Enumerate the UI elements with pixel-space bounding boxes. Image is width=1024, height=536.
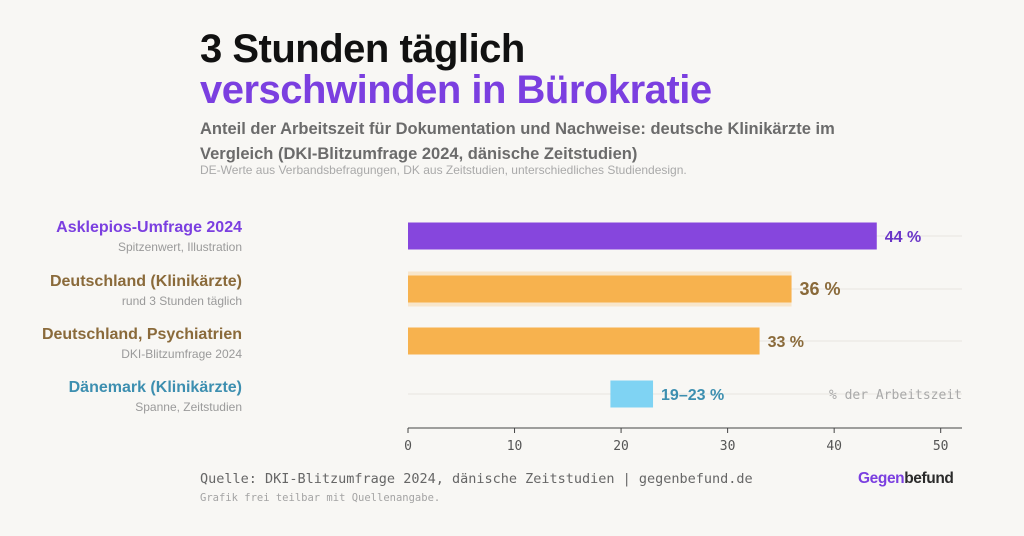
row-label-main: Deutschland (Klinikärzte) — [49, 273, 242, 290]
bar — [610, 380, 654, 408]
x-tick-label: 50 — [933, 439, 949, 454]
x-tick-label: 30 — [720, 439, 736, 454]
row-label-asklepios: Asklepios-Umfrage 2024 Spitzenwert, Illu… — [56, 218, 242, 256]
row-label-sub: DKI-Blitzumfrage 2024 — [121, 347, 242, 361]
chart-subtitle: Anteil der Arbeitszeit für Dokumentation… — [200, 120, 835, 163]
bar — [408, 327, 760, 355]
brand-part2: befund — [904, 470, 954, 487]
brand-part1: Gegen — [858, 470, 905, 487]
bar — [408, 275, 792, 303]
x-tick-label: 20 — [613, 439, 629, 454]
x-tick-label: 40 — [826, 439, 842, 454]
chart-note: DE-Werte aus Verbandsbefragungen, DK aus… — [200, 163, 687, 177]
x-tick-label: 0 — [404, 439, 412, 454]
row-label-sub: rund 3 Stunden täglich — [121, 294, 242, 308]
row-label-deutschland: Deutschland (Klinikärzte) rund 3 Stunden… — [50, 272, 242, 310]
bar-value-label: 44 % — [885, 229, 921, 246]
row-label-sub: Spanne, Zeitstudien — [135, 400, 242, 414]
row-label-main: Asklepios-Umfrage 2024 — [56, 219, 242, 236]
bar-value-label: 19–23 % — [661, 387, 724, 404]
row-label-sub: Spitzenwert, Illustration — [117, 240, 242, 254]
source-text: Quelle: DKI-Blitzumfrage 2024, dänische … — [200, 471, 753, 487]
row-label-daenemark: Dänemark (Klinikärzte) Spanne, Zeitstudi… — [69, 378, 242, 416]
chart-title-line2: verschwinden in Bürokratie — [200, 68, 712, 112]
row-label-main: Dänemark (Klinikärzte) — [68, 379, 242, 396]
chart-title-line1: 3 Stunden täglich — [200, 27, 525, 71]
bar-value-label: 33 % — [768, 334, 804, 351]
bar-value-label: 36 % — [800, 279, 841, 299]
share-note: Grafik frei teilbar mit Quellenangabe. — [200, 492, 441, 504]
axis-note: % der Arbeitszeit — [829, 388, 962, 403]
x-tick-label: 10 — [507, 439, 523, 454]
bar — [408, 222, 877, 250]
brand-logo: Gegenbefund — [858, 470, 954, 488]
row-label-main: Deutschland, Psychiatrien — [41, 326, 242, 343]
row-label-psychiatrien: Deutschland, Psychiatrien DKI-Blitzumfra… — [42, 325, 242, 363]
